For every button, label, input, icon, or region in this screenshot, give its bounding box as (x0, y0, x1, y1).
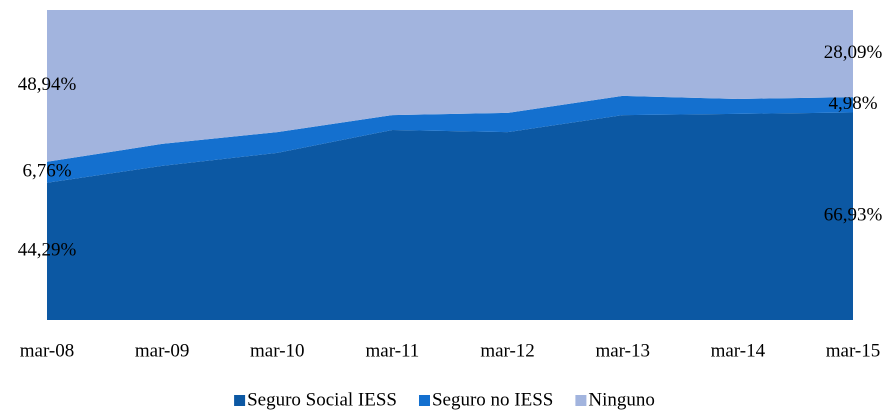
data-label: 44,29% (18, 240, 77, 261)
x-tick-label: mar-15 (826, 340, 881, 361)
legend-label: Seguro Social IESS (247, 389, 397, 410)
data-label: 66,93% (824, 205, 883, 226)
x-tick-label: mar-11 (366, 340, 420, 361)
data-label: 4,98% (828, 93, 877, 114)
x-tick-label: mar-09 (135, 340, 190, 361)
x-tick-label: mar-08 (20, 340, 75, 361)
area (47, 95, 853, 183)
legend-label: Seguro no IESS (432, 389, 553, 410)
x-tick-label: mar-12 (480, 340, 535, 361)
data-label: 28,09% (824, 42, 883, 63)
x-tick-label: mar-13 (595, 340, 650, 361)
area (47, 112, 853, 320)
data-label: 48,94% (18, 74, 77, 95)
legend-swatch (575, 395, 587, 406)
x-tick-label: mar-14 (711, 340, 766, 361)
x-tick-label: mar-10 (250, 340, 305, 361)
area (47, 10, 853, 162)
legend-label: Ninguno (588, 389, 655, 410)
legend-swatch (418, 395, 430, 406)
legend-swatch (234, 395, 246, 406)
data-label: 6,76% (22, 161, 71, 182)
